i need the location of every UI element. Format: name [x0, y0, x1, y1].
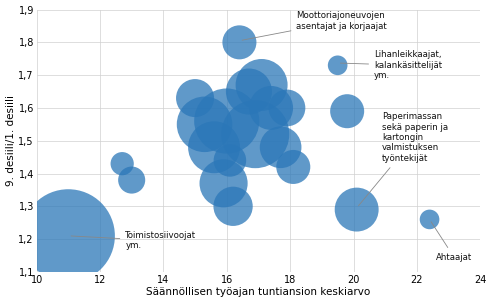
- Text: Lihanleikkaajat,
kalankäsittelijät
ym.: Lihanleikkaajat, kalankäsittelijät ym.: [340, 50, 442, 80]
- Point: [343, 109, 351, 114]
- Text: Toimistosiivoojat
ym.: Toimistosiivoojat ym.: [71, 231, 196, 251]
- Point: [210, 145, 218, 150]
- Text: Paperimassan
sekä paperin ja
kartongin
valmistuksen
työntekijät: Paperimassan sekä paperin ja kartongin v…: [359, 112, 448, 206]
- Point: [267, 105, 275, 110]
- Point: [251, 132, 259, 137]
- Point: [334, 63, 341, 68]
- Point: [283, 105, 291, 110]
- Point: [245, 89, 253, 94]
- Point: [219, 181, 227, 186]
- Text: Ahtaajat: Ahtaajat: [431, 222, 472, 261]
- Point: [229, 204, 237, 209]
- Point: [201, 122, 209, 127]
- Text: Moottoriajoneuvojen
asentajat ja korjaajat: Moottoriajoneuvojen asentajat ja korjaaj…: [242, 11, 387, 40]
- Point: [426, 217, 433, 222]
- Point: [118, 161, 126, 166]
- Point: [289, 165, 297, 169]
- Point: [223, 118, 231, 123]
- Point: [191, 96, 199, 101]
- Point: [128, 178, 136, 182]
- Point: [64, 233, 72, 238]
- Point: [258, 82, 266, 87]
- X-axis label: Säännöllisen työajan tuntiansion keskiarvo: Säännöllisen työajan tuntiansion keskiar…: [146, 288, 370, 298]
- Point: [277, 145, 284, 150]
- Point: [353, 207, 361, 212]
- Point: [226, 158, 234, 163]
- Y-axis label: 9. desiili/1. desiili: 9. desiili/1. desiili: [5, 95, 16, 186]
- Point: [236, 40, 244, 45]
